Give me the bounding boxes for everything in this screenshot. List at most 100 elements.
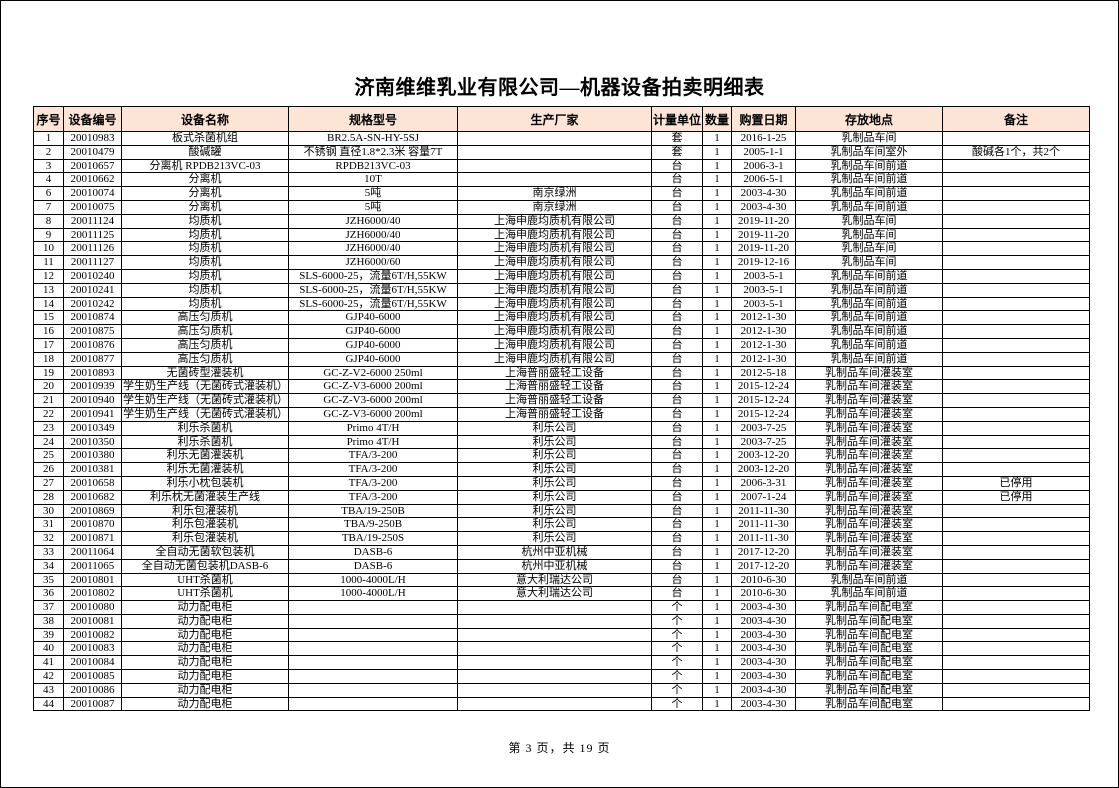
table-cell: 乳制品车间前道 (795, 158, 943, 174)
table-cell: 1 (702, 144, 732, 160)
table-row: 14 20010242 均质机 SLS-6000-25，流量6T/H,55KW 上海申鹿… (33, 296, 1090, 312)
table-cell: 个 (651, 613, 703, 629)
table-cell (942, 669, 1090, 684)
table-cell: 乳制品车间 (795, 241, 943, 257)
table-row: 23 20010349 利乐杀菌机 Primo 4T/H 利乐公司台 1 2003-7-25… (33, 420, 1090, 436)
table-row: 2 20010479 酸碱罐 不锈钢 直径1.8*2.3米 容量7T 套 1 2005-1-… (33, 144, 1090, 160)
table-cell: 1 (702, 310, 732, 326)
table-cell: 乳制品车间灌装室 (795, 393, 943, 408)
table-cell: RPDB213VC-03 (288, 158, 458, 174)
table-cell: 2003-4-30 (731, 186, 796, 201)
table-cell: 上海普丽盛轻工设备 (457, 393, 652, 408)
table-cell: 上海申鹿均质机有限公司 (457, 241, 652, 257)
table-row: 9 20011125 均质机 JZH6000/40 上海申鹿均质机有限公司台 1 2019-… (33, 227, 1090, 243)
table-cell (457, 600, 652, 615)
table-cell: 上海申鹿均质机有限公司 (457, 282, 652, 298)
table-cell: 5吨 (288, 199, 458, 215)
table-cell (942, 586, 1090, 602)
table-cell: 2010-6-30 (731, 572, 796, 588)
table-cell: 2011-11-30 (731, 503, 796, 519)
table-cell: TBA/9-250B (288, 517, 458, 533)
col-header-equipment-name: 设备名称 (121, 106, 289, 132)
table-cell: 动力配电柜 (121, 613, 289, 629)
table-cell: 20010241 (63, 282, 122, 298)
table-cell: 个 (651, 641, 703, 657)
table-row: 25 20010380 利乐无菌灌装机 TFA/3-200 利乐公司台 1 2003-12-… (33, 448, 1090, 464)
table-cell: Primo 4T/H (288, 420, 458, 436)
table-cell: 1 (702, 669, 732, 684)
table-cell: 44 (33, 696, 64, 712)
table-cell: 1 (702, 379, 732, 395)
table-cell: SLS-6000-25，流量6T/H,55KW (288, 282, 458, 298)
table-cell: 1000-4000L/H (288, 572, 458, 588)
table-cell: 20010380 (63, 448, 122, 464)
table-cell (942, 434, 1090, 450)
table-cell: 套 (651, 131, 703, 146)
table-cell (942, 406, 1090, 422)
table-cell: 台 (651, 558, 703, 574)
table-cell (942, 627, 1090, 643)
table-cell (942, 503, 1090, 519)
table-cell: 38 (33, 613, 64, 629)
table-cell: 高压匀质机 (121, 310, 289, 326)
table-cell (942, 531, 1090, 546)
table-cell: 20010086 (63, 682, 122, 698)
table-cell: 上海申鹿均质机有限公司 (457, 351, 652, 367)
table-cell: 利乐公司 (457, 489, 652, 505)
table-cell: Primo 4T/H (288, 434, 458, 450)
table-cell: 2012-1-30 (731, 324, 796, 339)
table-cell: 上海申鹿均质机有限公司 (457, 227, 652, 243)
table-cell: 28 (33, 489, 64, 505)
table-cell: 台 (651, 351, 703, 367)
table-cell: TFA/3-200 (288, 462, 458, 477)
table-cell: 20011125 (63, 227, 122, 243)
table-cell: 上海申鹿均质机有限公司 (457, 255, 652, 270)
col-header-unit: 计量单位 (651, 106, 703, 132)
table-cell: 全自动无菌软包装机 (121, 544, 289, 560)
table-cell (288, 655, 458, 671)
table-cell: DASB-6 (288, 558, 458, 574)
table-cell: GJP40-6000 (288, 351, 458, 367)
table-cell: 乳制品车间灌装室 (795, 365, 943, 381)
table-cell: 2003-4-30 (731, 641, 796, 657)
table-cell: 1 (702, 544, 732, 560)
table-cell (288, 613, 458, 629)
table-cell: JZH6000/60 (288, 255, 458, 270)
table-cell (942, 393, 1090, 408)
table-cell: 台 (651, 420, 703, 436)
table-cell: 台 (651, 365, 703, 381)
table-cell: 1 (702, 199, 732, 215)
table-row: 1 20010983 板式杀菌机组 BR2.5A-SN-HY-5SJ 套 1 2016-1-… (33, 131, 1090, 146)
col-header-manufacturer: 生产厂家 (457, 106, 652, 132)
table-cell: 20011065 (63, 558, 122, 574)
table-cell (942, 558, 1090, 574)
table-cell (457, 131, 652, 146)
table-cell: 20010870 (63, 517, 122, 533)
table-cell: 1 (702, 158, 732, 174)
table-cell: BR2.5A-SN-HY-5SJ (288, 131, 458, 146)
table-cell: 乳制品车间灌装室 (795, 462, 943, 477)
table-cell: 分离机 (121, 186, 289, 201)
table-cell: 台 (651, 434, 703, 450)
table-cell: 动力配电柜 (121, 655, 289, 671)
table-cell: 均质机 (121, 255, 289, 270)
table-cell: 南京绿洲 (457, 186, 652, 201)
table-cell: 乳制品车间前道 (795, 199, 943, 215)
table-row: 31 20010870 利乐包灌装机 TBA/9-250B 利乐公司台 1 2011-11-… (33, 517, 1090, 533)
table-cell (942, 351, 1090, 367)
table-cell (942, 296, 1090, 312)
table-cell: 台 (651, 296, 703, 312)
table-cell: DASB-6 (288, 544, 458, 560)
table-cell (457, 696, 652, 712)
table-cell: 个 (651, 682, 703, 698)
table-cell: 乳制品车间 (795, 255, 943, 270)
table-cell: 分离机 (121, 172, 289, 188)
table-cell (457, 627, 652, 643)
table-cell: 高压匀质机 (121, 351, 289, 367)
table-cell: 乳制品车间 (795, 227, 943, 243)
table-cell (942, 613, 1090, 629)
table-cell: 乳制品车间前道 (795, 324, 943, 339)
table-cell: 乳制品车间前道 (795, 586, 943, 602)
table-cell: 1000-4000L/H (288, 586, 458, 602)
table-cell: 1 (702, 586, 732, 602)
